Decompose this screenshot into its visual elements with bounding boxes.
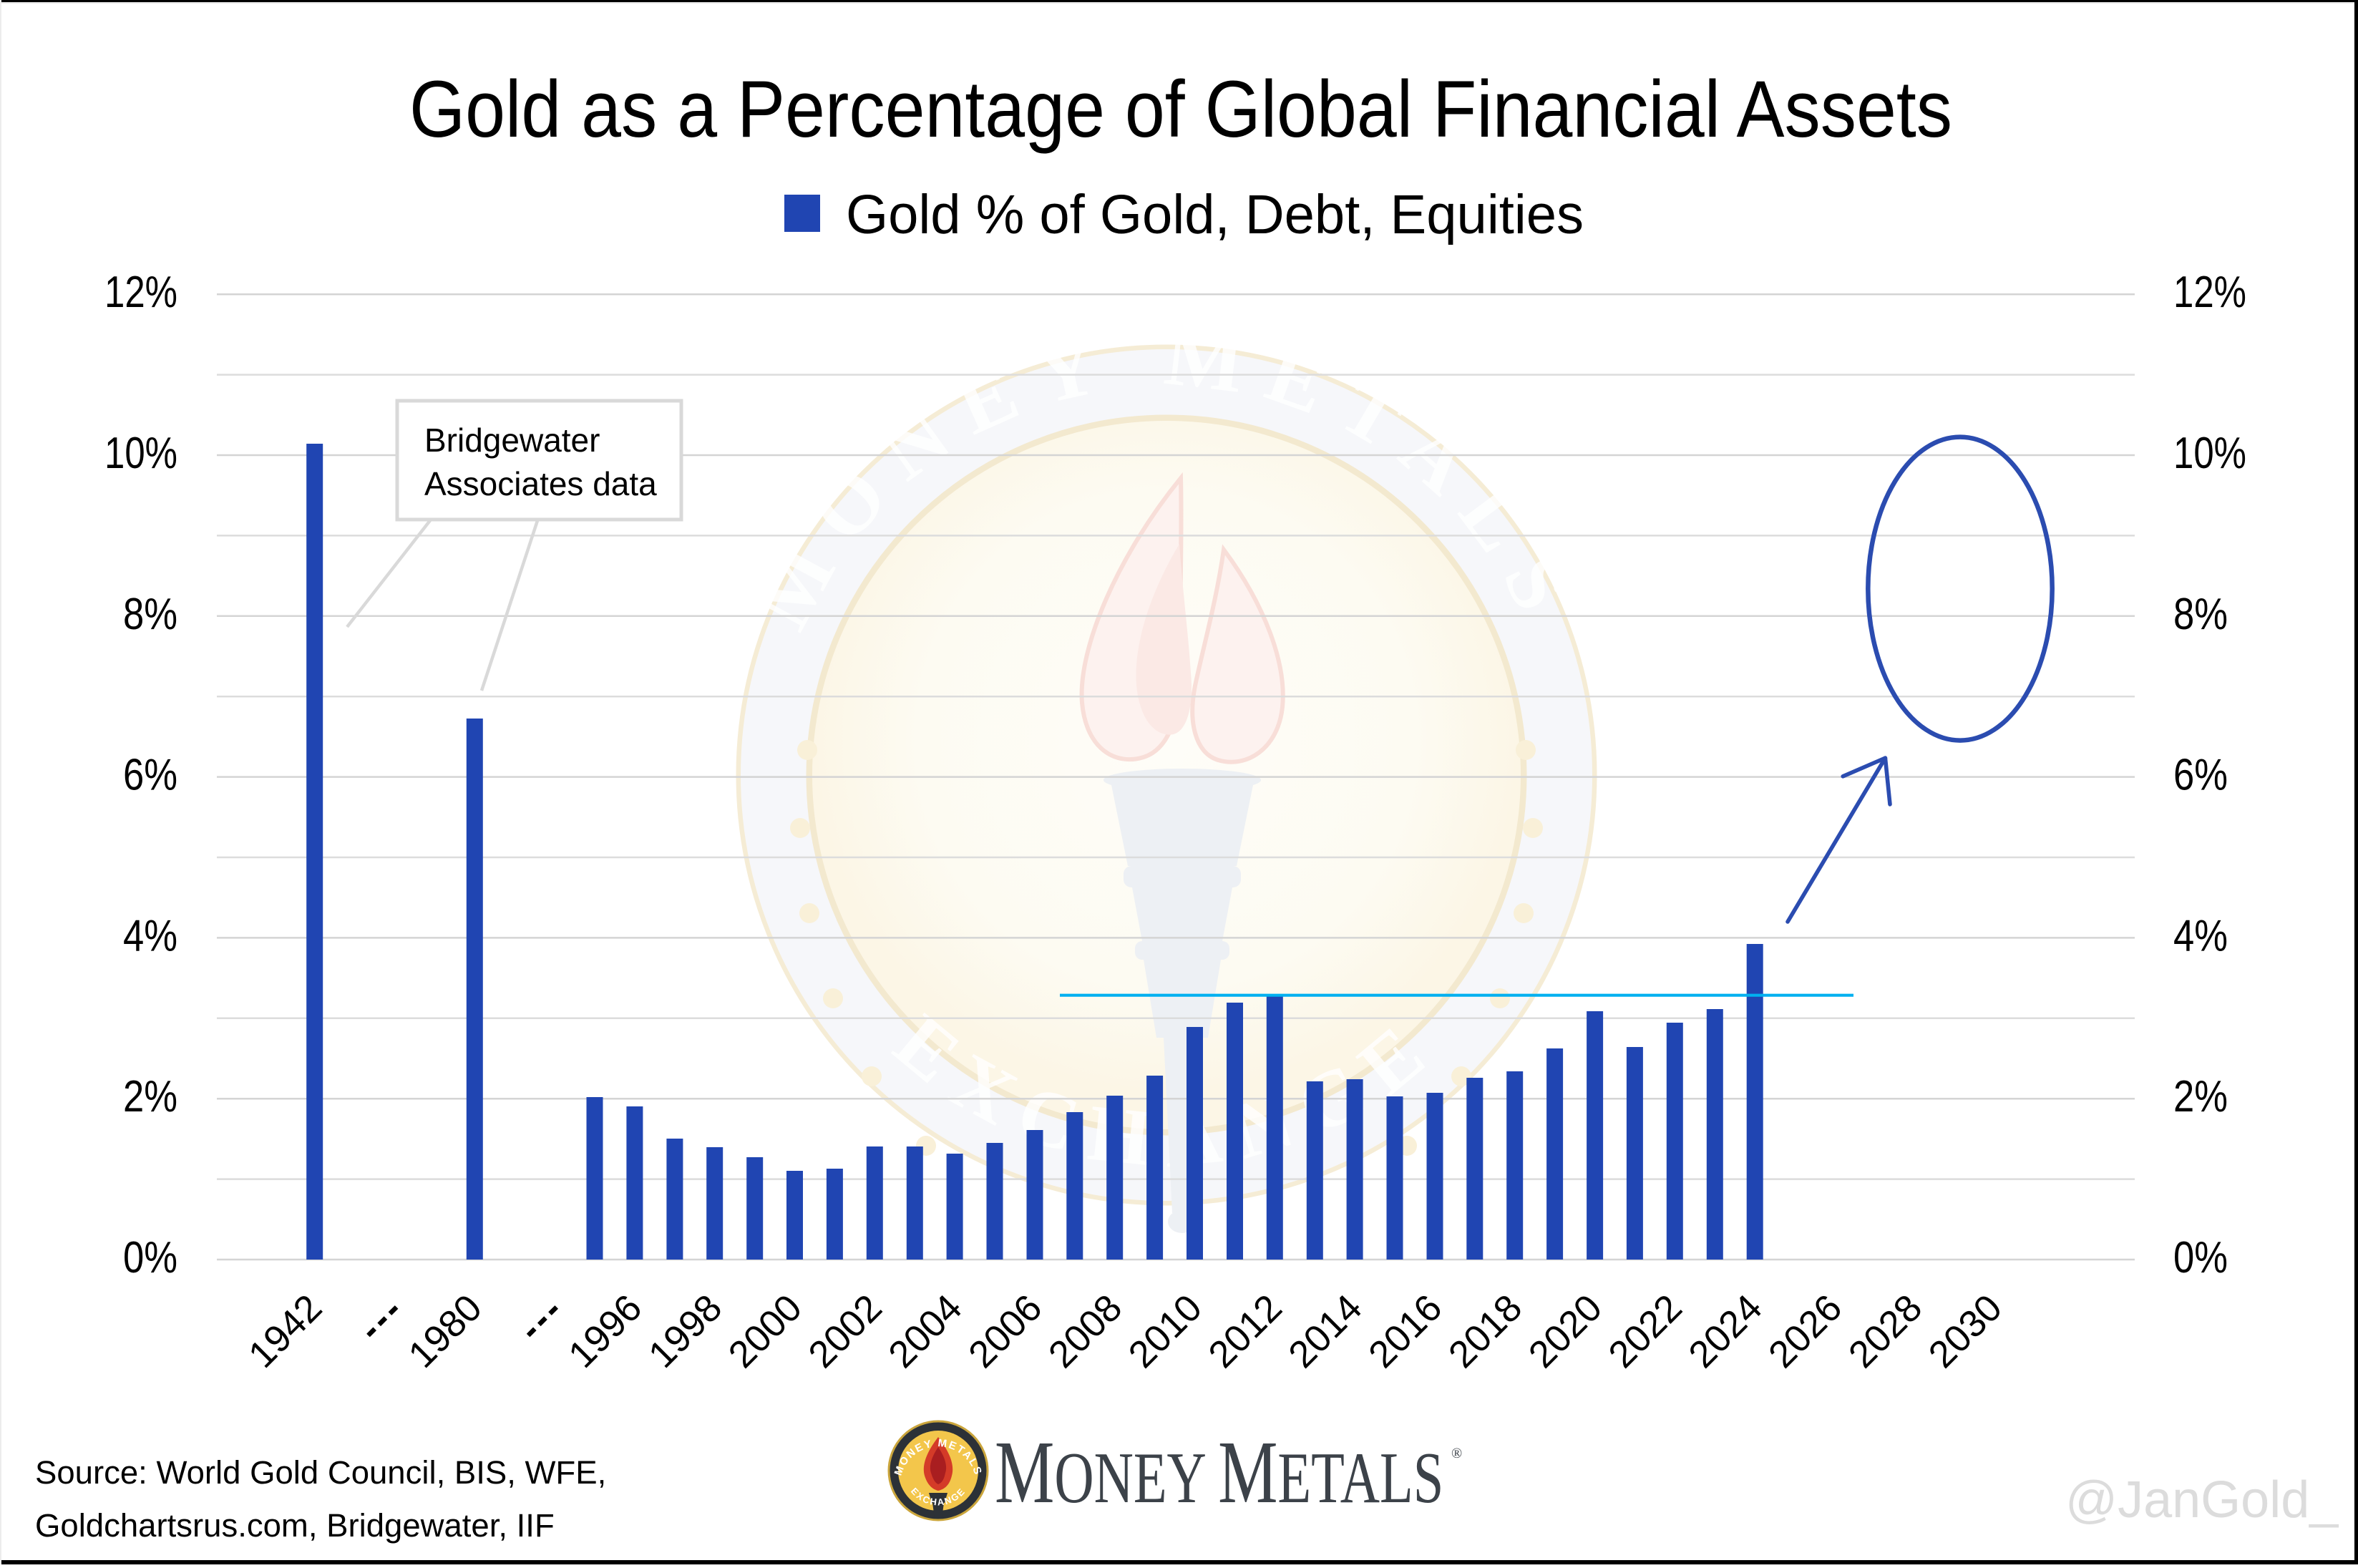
svg-text:Gold as a Percentage of Global: Gold as a Percentage of Global Financial… (409, 64, 1952, 154)
svg-text:10%: 10% (2173, 429, 2246, 478)
svg-text:@JanGold_: @JanGold_ (2065, 1471, 2339, 1529)
svg-text:12%: 12% (2173, 268, 2246, 317)
svg-text:2%: 2% (2173, 1072, 2228, 1121)
svg-text:8%: 8% (2173, 590, 2228, 639)
svg-text:Associates data: Associates data (424, 465, 657, 502)
svg-text:4%: 4% (123, 911, 177, 960)
svg-text:4%: 4% (2173, 911, 2228, 960)
svg-text:0%: 0% (2173, 1233, 2228, 1282)
svg-text:MONEY METALS: MONEY METALS (995, 1423, 1443, 1521)
svg-text:10%: 10% (104, 429, 177, 478)
svg-text:8%: 8% (123, 590, 177, 639)
svg-text:6%: 6% (123, 751, 177, 800)
svg-text:2%: 2% (123, 1072, 177, 1121)
svg-text:®: ® (1451, 1446, 1462, 1461)
svg-text:Bridgewater: Bridgewater (424, 422, 600, 459)
svg-text:Source: World Gold Council, BI: Source: World Gold Council, BIS, WFE, (35, 1454, 606, 1491)
svg-text:Gold % of Gold, Debt, Equities: Gold % of Gold, Debt, Equities (846, 184, 1584, 245)
svg-text:6%: 6% (2173, 751, 2228, 800)
svg-text:0%: 0% (123, 1233, 177, 1282)
svg-text:Goldchartsrus.com, Bridgewater: Goldchartsrus.com, Bridgewater, IIF (35, 1507, 555, 1544)
svg-text:12%: 12% (104, 268, 177, 317)
